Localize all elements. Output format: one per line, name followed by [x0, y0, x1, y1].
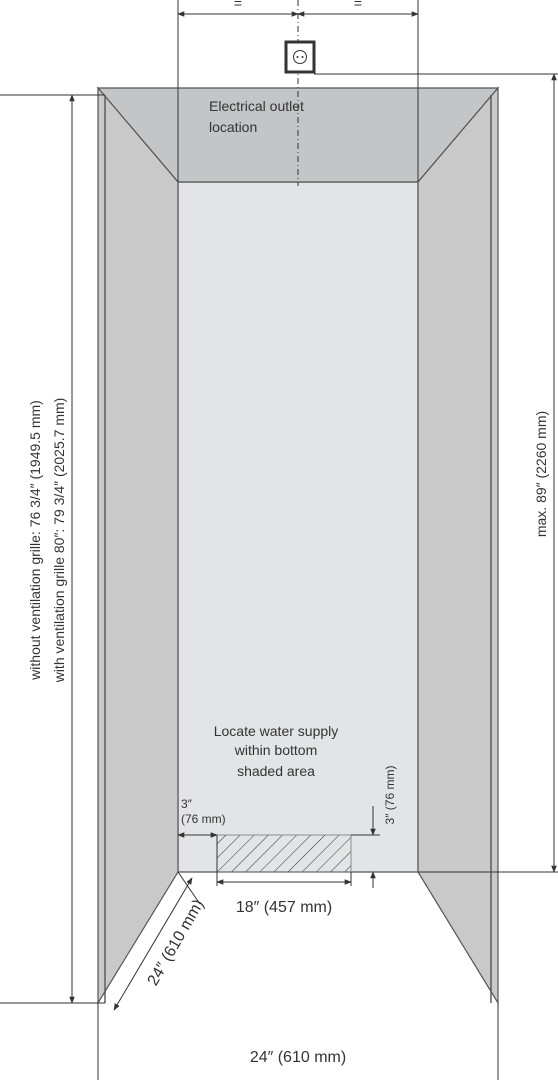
- water-supply-zone: [216, 834, 352, 873]
- bottom-width-dimension: [97, 1003, 499, 1080]
- max-height-label: max. 89″ (2260 mm): [533, 411, 549, 537]
- height-with-grille-label: with ventilation grille 80″: 79 3/4″ (20…: [51, 398, 67, 684]
- side-offset-label-line1: 3″: [181, 797, 193, 811]
- height-without-grille-label: without ventilation grille: 76 3/4″ (194…: [27, 400, 43, 681]
- niche-walls: [96, 86, 500, 1006]
- electrical-outlet-icon: [284, 40, 316, 74]
- top-equal-right-label: =: [354, 0, 362, 11]
- top-centering-dimension: = =: [177, 0, 419, 186]
- depth-dimension: [113, 871, 201, 1011]
- water-supply-label-line3: shaded area: [237, 763, 315, 779]
- right-side-wall: [417, 86, 499, 1006]
- vertical-offset-dimension: [351, 806, 380, 888]
- bottom-width-label: 24″ (610 mm): [250, 1049, 346, 1066]
- hatch-width-label: 18″ (457 mm): [236, 899, 332, 916]
- overall-height-dimension: [0, 94, 105, 1004]
- side-offset-dimension: [177, 832, 218, 872]
- top-equal-left-label: =: [234, 0, 242, 11]
- electrical-outlet-label-line1: Electrical outlet: [209, 98, 304, 114]
- water-supply-label-line2: within bottom: [234, 742, 317, 758]
- electrical-outlet-label-line2: location: [209, 119, 257, 135]
- water-supply-hatch-area: [216, 834, 352, 873]
- left-side-wall: [97, 86, 179, 1006]
- hatch-width-dimension: [216, 872, 352, 886]
- max-height-dimension: [314, 73, 558, 873]
- vertical-offset-label: 3″ (76 mm): [383, 766, 397, 825]
- side-offset-label-line2: (76 mm): [181, 812, 226, 826]
- water-supply-label-line1: Locate water supply: [214, 723, 339, 739]
